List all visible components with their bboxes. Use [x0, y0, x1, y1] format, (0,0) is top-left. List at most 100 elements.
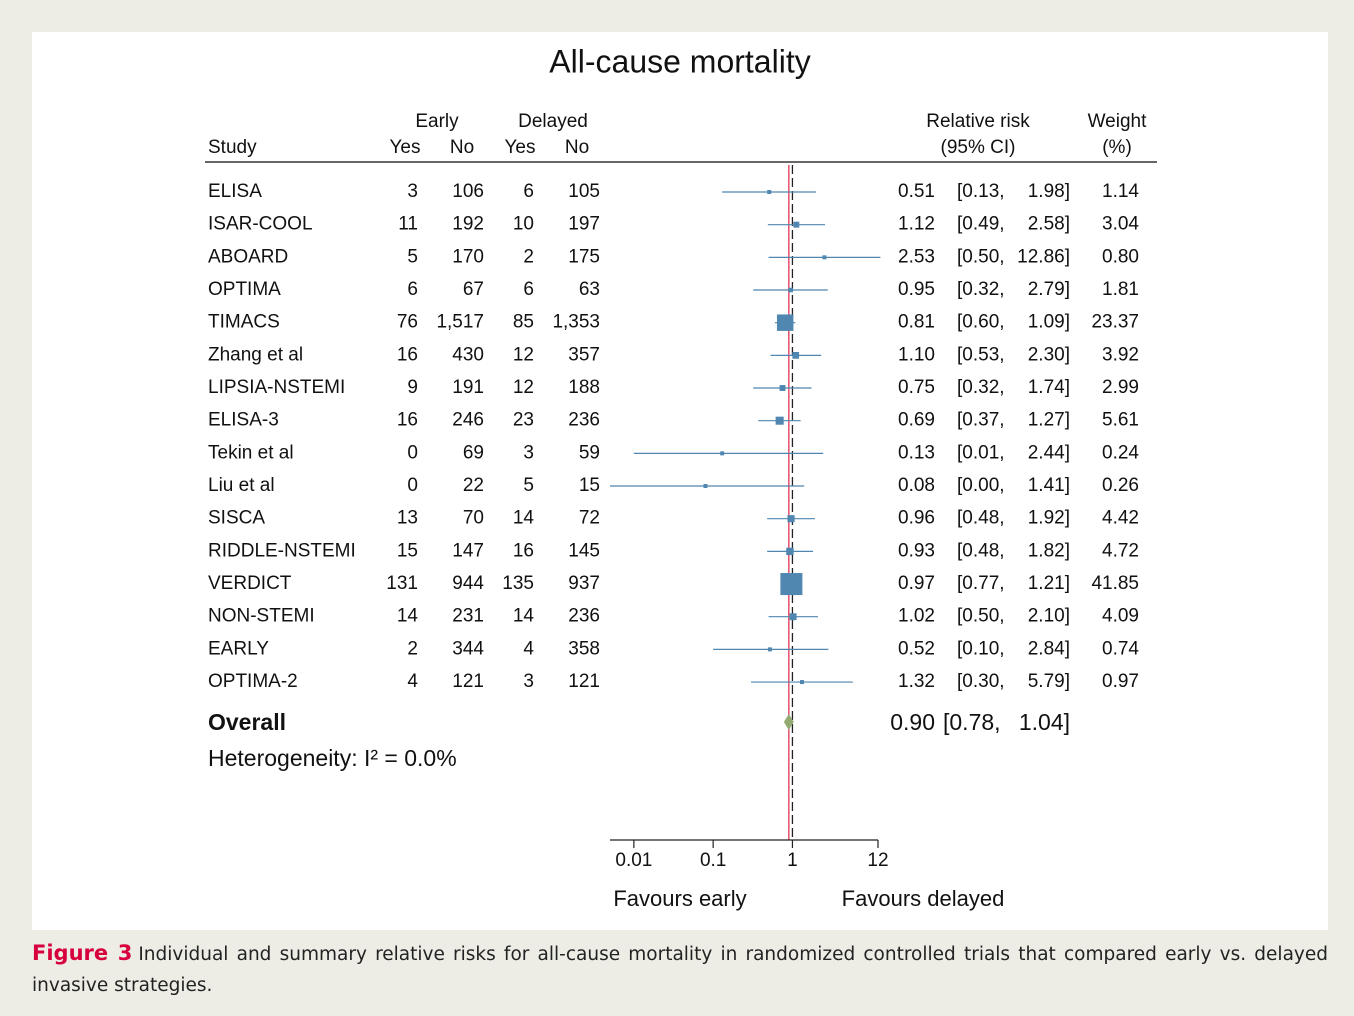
plot-area [610, 190, 881, 685]
ci-lower: [0.37, [957, 410, 1005, 431]
effect-marker [780, 573, 803, 596]
weight: 3.04 [1102, 214, 1139, 235]
count: 76 [397, 312, 418, 333]
study-name: LIPSIA-NSTEMI [208, 377, 345, 398]
count: 72 [579, 508, 600, 529]
count: 2 [523, 246, 534, 267]
count: 85 [513, 312, 534, 333]
count: 3 [523, 671, 534, 692]
ci-upper: 2.79] [1028, 279, 1070, 300]
count: 69 [463, 442, 484, 463]
column-header: (95% CI) [941, 137, 1016, 158]
effect-marker [767, 647, 772, 652]
count: 16 [397, 344, 418, 365]
count: 170 [452, 246, 484, 267]
overall-label: Overall [208, 709, 286, 735]
weight: 4.72 [1102, 540, 1139, 561]
count: 197 [568, 214, 600, 235]
column-header: Yes [390, 137, 421, 158]
effect-marker [703, 484, 708, 489]
study-name: ISAR-COOL [208, 214, 313, 235]
count: 13 [397, 508, 418, 529]
count: 63 [579, 279, 600, 300]
count: 121 [452, 671, 484, 692]
count: 10 [513, 214, 534, 235]
weight: 2.99 [1102, 377, 1139, 398]
study-name: OPTIMA-2 [208, 671, 298, 692]
ci-upper: 1.82] [1028, 540, 1070, 561]
ci-lower: [0.77, [957, 573, 1005, 594]
caption-label: Figure 3 [32, 941, 133, 965]
chart: All-cause mortality Early Delayed Study Yes… [205, 43, 1157, 911]
ci-lower: [0.01, [957, 442, 1005, 463]
ci-lower: [0.30, [957, 671, 1005, 692]
ci-upper: 1.27] [1028, 410, 1070, 431]
column-header: (%) [1102, 137, 1132, 158]
count: 231 [452, 606, 484, 627]
count: 358 [568, 638, 600, 659]
effect-marker [786, 547, 794, 556]
count: 67 [463, 279, 484, 300]
count: 1,517 [436, 312, 484, 333]
relative-risk: 2.53 [898, 246, 935, 267]
weight: 0.80 [1102, 246, 1139, 267]
count: 236 [568, 410, 600, 431]
x-tick-label: 0.1 [700, 850, 726, 871]
weight: 4.09 [1102, 606, 1139, 627]
effect-marker [789, 613, 797, 621]
count: 944 [452, 573, 484, 594]
ci-lower: [0.60, [957, 312, 1005, 333]
count: 16 [513, 540, 534, 561]
relative-risk: 1.10 [898, 344, 935, 365]
weight: 0.74 [1102, 638, 1139, 659]
count: 135 [502, 573, 534, 594]
weight: 0.97 [1102, 671, 1139, 692]
effect-marker [720, 451, 725, 456]
ci-upper: 1.21] [1028, 573, 1070, 594]
ci-upper: 1.09] [1028, 312, 1070, 333]
ci-lower: [0.50, [957, 246, 1005, 267]
effect-marker [779, 385, 786, 391]
study-name: Zhang et al [208, 344, 303, 365]
study-name: ELISA [208, 181, 262, 202]
relative-risk: 0.96 [898, 508, 935, 529]
weight: 41.85 [1091, 573, 1139, 594]
chart-title: All-cause mortality [549, 43, 810, 79]
weight: 5.61 [1102, 410, 1139, 431]
column-header: No [565, 137, 589, 158]
effect-marker [822, 255, 827, 260]
study-name: TIMACS [208, 312, 280, 333]
count: 246 [452, 410, 484, 431]
count: 188 [568, 377, 600, 398]
weight: 1.14 [1102, 181, 1139, 202]
count: 357 [568, 344, 600, 365]
count: 105 [568, 181, 600, 202]
relative-risk: 0.95 [898, 279, 935, 300]
count: 2 [407, 638, 418, 659]
relative-risk: 1.32 [898, 671, 935, 692]
ci-upper: 1.41] [1028, 475, 1070, 496]
study-name: ELISA-3 [208, 410, 279, 431]
study-name: VERDICT [208, 573, 292, 594]
count: 5 [407, 246, 418, 267]
relative-risk: 0.69 [898, 410, 935, 431]
count: 344 [452, 638, 484, 659]
effect-marker [775, 416, 784, 425]
study-name: RIDDLE-NSTEMI [208, 540, 356, 561]
weight: 23.37 [1091, 312, 1139, 333]
ci-upper: 1.98] [1028, 181, 1070, 202]
overall-diamond [783, 714, 794, 730]
effect-marker [799, 680, 804, 685]
count: 22 [463, 475, 484, 496]
relative-risk: 1.12 [898, 214, 935, 235]
count: 23 [513, 410, 534, 431]
column-header: Yes [505, 137, 536, 158]
count: 192 [452, 214, 484, 235]
count: 4 [407, 671, 418, 692]
ci-lower: [0.32, [957, 279, 1005, 300]
ci-upper: 12.86] [1017, 246, 1070, 267]
count: 3 [523, 442, 534, 463]
ci-upper: 1.92] [1028, 508, 1070, 529]
ci-upper: 2.44] [1028, 442, 1070, 463]
